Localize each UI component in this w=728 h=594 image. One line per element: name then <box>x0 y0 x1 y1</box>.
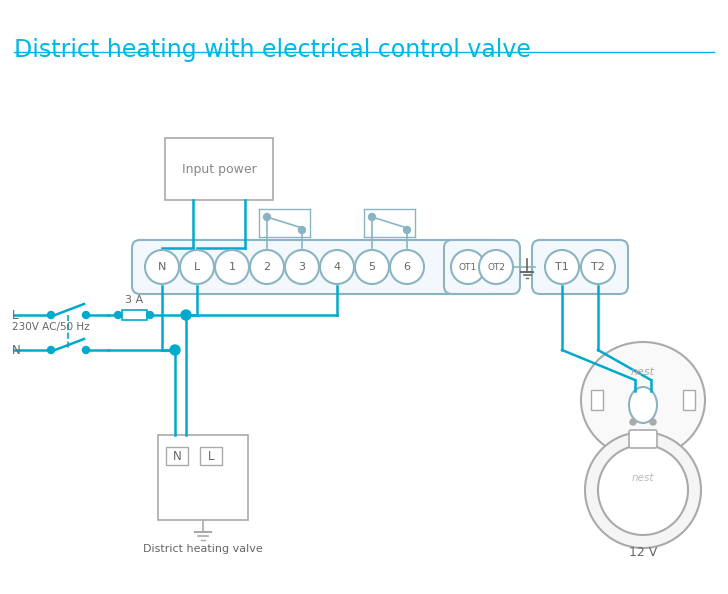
Circle shape <box>264 213 271 220</box>
Text: 3 A: 3 A <box>125 295 143 305</box>
Text: 1: 1 <box>229 262 235 272</box>
Circle shape <box>585 432 701 548</box>
Circle shape <box>82 311 90 318</box>
FancyBboxPatch shape <box>444 240 520 294</box>
Bar <box>165 138 273 200</box>
Text: T2: T2 <box>591 262 605 272</box>
Text: N: N <box>173 450 181 463</box>
Bar <box>122 310 146 320</box>
Text: N: N <box>12 344 21 357</box>
Circle shape <box>250 250 284 284</box>
Circle shape <box>545 250 579 284</box>
Text: N: N <box>158 262 166 272</box>
Text: L: L <box>194 262 200 272</box>
Bar <box>683 390 695 410</box>
Circle shape <box>355 250 389 284</box>
Circle shape <box>479 250 513 284</box>
Circle shape <box>630 419 636 425</box>
Circle shape <box>47 346 55 353</box>
Text: 3: 3 <box>298 262 306 272</box>
Circle shape <box>451 250 485 284</box>
FancyBboxPatch shape <box>629 430 657 448</box>
Text: L: L <box>207 450 214 463</box>
Text: District heating valve: District heating valve <box>143 544 263 554</box>
Circle shape <box>390 250 424 284</box>
Circle shape <box>181 310 191 320</box>
Text: 2: 2 <box>264 262 271 272</box>
Circle shape <box>403 226 411 233</box>
Circle shape <box>368 213 376 220</box>
Text: 5: 5 <box>368 262 376 272</box>
Circle shape <box>285 250 319 284</box>
Circle shape <box>650 419 656 425</box>
Bar <box>200 447 222 465</box>
Circle shape <box>320 250 354 284</box>
Circle shape <box>180 250 214 284</box>
Bar <box>591 390 603 410</box>
Text: L: L <box>12 309 18 322</box>
Circle shape <box>114 311 122 318</box>
Bar <box>158 435 248 520</box>
Text: 230V AC/50 Hz: 230V AC/50 Hz <box>12 322 90 332</box>
Circle shape <box>298 226 306 233</box>
Circle shape <box>145 250 179 284</box>
Circle shape <box>146 311 154 318</box>
Circle shape <box>170 345 180 355</box>
Text: District heating with electrical control valve: District heating with electrical control… <box>14 38 531 62</box>
Text: nest: nest <box>631 367 655 377</box>
Text: OT2: OT2 <box>487 263 505 271</box>
Text: T1: T1 <box>555 262 569 272</box>
Text: 6: 6 <box>403 262 411 272</box>
Bar <box>166 447 188 465</box>
Circle shape <box>47 311 55 318</box>
Circle shape <box>82 346 90 353</box>
Ellipse shape <box>629 387 657 423</box>
Circle shape <box>215 250 249 284</box>
Text: 4: 4 <box>333 262 341 272</box>
FancyBboxPatch shape <box>132 240 501 294</box>
Text: Input power: Input power <box>181 163 256 175</box>
Text: OT1: OT1 <box>459 263 477 271</box>
Ellipse shape <box>581 342 705 458</box>
Circle shape <box>598 445 688 535</box>
FancyBboxPatch shape <box>532 240 628 294</box>
Text: nest: nest <box>632 473 654 483</box>
Text: 12 V: 12 V <box>629 546 657 559</box>
Circle shape <box>581 250 615 284</box>
